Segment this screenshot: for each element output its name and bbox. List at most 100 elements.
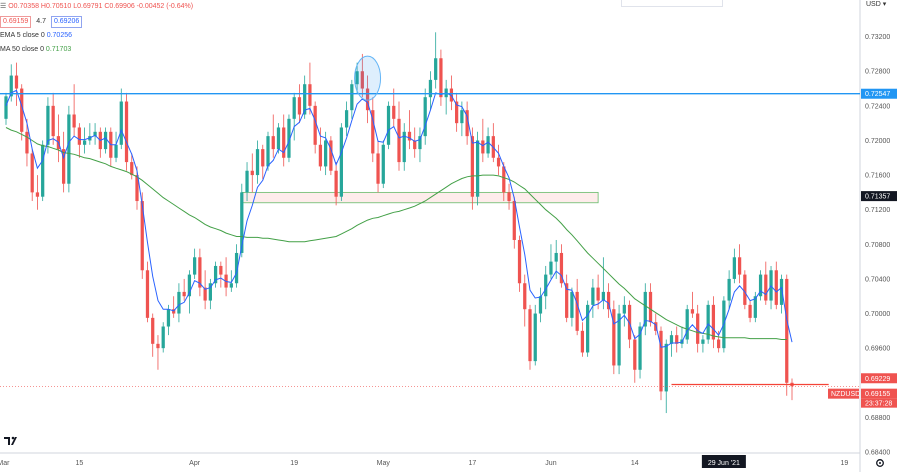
candle-body (177, 291, 181, 314)
candle-body (570, 291, 574, 318)
candle (659, 326, 663, 401)
candle-body (507, 192, 511, 202)
ema-value: 0.70256 (46, 32, 73, 39)
last-price-tag: 0.69155 (865, 391, 890, 398)
highlight-ellipse[interactable] (354, 55, 382, 101)
candle (601, 257, 605, 310)
candle (727, 270, 731, 310)
candle (156, 335, 160, 370)
tradingview-logo (4, 436, 17, 445)
candle-body (638, 326, 642, 370)
candle-body (282, 127, 286, 158)
candle (287, 114, 291, 163)
price-tick-label: 0.70800 (865, 242, 890, 249)
candle (350, 79, 354, 119)
candle-body (460, 110, 464, 124)
hamburger-icon[interactable]: ☰ (0, 3, 7, 10)
candle-body (612, 309, 616, 366)
price-tick-label: 0.71600 (865, 173, 890, 180)
candle (491, 123, 495, 163)
candle-body (669, 335, 674, 344)
candle (93, 123, 97, 145)
candle (344, 101, 349, 137)
price-tick-label: 0.73200 (865, 34, 890, 41)
candle-body (512, 201, 516, 240)
candle (25, 118, 29, 167)
zone-price-tag: 0.71357 (865, 194, 890, 201)
candle (334, 162, 338, 206)
candle-body (140, 201, 144, 271)
candle-body (166, 309, 171, 327)
candle-body (145, 270, 150, 318)
candle (103, 127, 108, 154)
candle (4, 92, 8, 125)
candle-body (381, 144, 385, 184)
resistance-price-tag-bg (861, 88, 897, 99)
candle-body (103, 131, 108, 150)
candle (9, 64, 13, 102)
candle-body (664, 343, 668, 392)
candle (198, 248, 202, 297)
candle (690, 291, 695, 318)
candle-body (549, 261, 553, 275)
candle-body (208, 283, 212, 301)
gear-icon[interactable] (876, 459, 884, 467)
candle (245, 162, 249, 202)
candle-body (41, 144, 45, 197)
candle-body (93, 131, 97, 137)
candle (675, 326, 679, 353)
symbol-tag-bg (828, 388, 859, 399)
candle-body (318, 144, 323, 167)
price-tick-label: 0.69600 (865, 346, 890, 353)
candle-body (376, 153, 380, 184)
candle (88, 123, 92, 145)
candle-body (622, 304, 626, 314)
ema5-line (5, 89, 793, 348)
candle-body (533, 313, 537, 362)
candle (250, 153, 254, 193)
candle-body (413, 140, 417, 150)
candle (177, 283, 181, 323)
candle-body (785, 278, 789, 383)
candle-body (344, 110, 349, 128)
candle (229, 270, 233, 292)
candle-body (156, 343, 160, 349)
candle-body (67, 114, 71, 184)
candle (434, 32, 438, 89)
price-tick-label: 0.70000 (865, 311, 890, 318)
price-tick-label: 0.70400 (865, 276, 890, 283)
candle-body (565, 283, 569, 318)
time-tick-label: 17 (468, 460, 476, 467)
candle-body (601, 291, 605, 301)
ask-price[interactable]: 0.69206 (50, 16, 83, 28)
candle (67, 105, 71, 193)
bid-price[interactable]: 0.69159 (0, 16, 32, 28)
candle-body (245, 170, 249, 193)
candle-body (455, 101, 459, 124)
candle (512, 196, 516, 249)
price-tick-label: 0.72800 (865, 69, 890, 76)
ema-label: EMA 5 close 0 (0, 32, 45, 39)
last-price-tag-bg (861, 388, 897, 399)
currency-selector[interactable]: USD ▾ (866, 0, 886, 8)
currency-label: USD (866, 1, 881, 8)
candle (182, 278, 186, 301)
candle-body (648, 291, 653, 323)
candle-body (30, 153, 34, 193)
candle-body (428, 79, 433, 98)
support-zone[interactable] (241, 191, 599, 204)
candle-body (114, 144, 118, 158)
candle (648, 283, 653, 327)
time-tick-label: Apr (189, 460, 201, 467)
countdown-bg (861, 398, 897, 408)
zone-price-tag-bg (861, 191, 897, 202)
candle-body (696, 313, 700, 344)
candle (255, 140, 260, 184)
candle-body (423, 97, 427, 137)
candle (213, 261, 218, 288)
candle-body (135, 175, 139, 202)
candle-body (334, 170, 338, 197)
candle (51, 92, 55, 145)
candle-body (46, 105, 50, 145)
